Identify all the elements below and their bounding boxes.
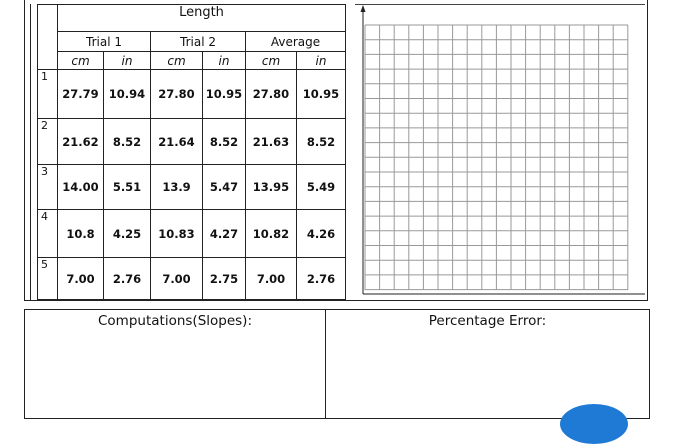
graph-grid [355, 4, 645, 295]
length-value: 5.47 [202, 164, 246, 210]
unit-header: in [103, 51, 151, 70]
length-value: 7.00 [150, 257, 203, 300]
unit-header: in [202, 51, 246, 70]
length-value: 4.25 [103, 209, 151, 258]
trial-header: Trial 2 [150, 31, 246, 52]
computations-box: Computations(Slopes): [24, 309, 326, 419]
table-row: 4 10.8 4.25 10.83 4.27 10.82 4.26 [37, 209, 346, 258]
table-row: 1 27.79 10.94 27.80 10.95 27.80 10.95 [37, 69, 346, 119]
length-value: 27.80 [245, 69, 297, 119]
length-value: 10.82 [245, 209, 297, 258]
unit-header: in [296, 51, 346, 70]
row-number: 3 [37, 164, 58, 210]
length-value: 4.27 [202, 209, 246, 258]
length-value: 10.83 [150, 209, 203, 258]
row-number: 1 [37, 69, 58, 119]
length-value: 5.49 [296, 164, 346, 210]
length-value: 10.94 [103, 69, 151, 119]
length-value: 10.95 [202, 69, 246, 119]
length-value: 8.52 [103, 118, 151, 165]
length-value: 13.9 [150, 164, 203, 210]
corner-cell [37, 4, 58, 70]
row-number: 4 [37, 209, 58, 258]
floating-button[interactable] [560, 404, 628, 444]
length-value: 14.00 [57, 164, 104, 210]
unit-header: cm [245, 51, 297, 70]
percentage-error-box: Percentage Error: [325, 309, 650, 419]
table-row: 5 7.00 2.76 7.00 2.75 7.00 2.76 [37, 257, 346, 300]
table-row: 2 21.62 8.52 21.64 8.52 21.63 8.52 [37, 118, 346, 165]
length-value: 4.26 [296, 209, 346, 258]
border-line [30, 4, 31, 300]
unit-header: cm [57, 51, 104, 70]
table-row: 3 14.00 5.51 13.9 5.47 13.95 5.49 [37, 164, 346, 210]
length-value: 2.76 [296, 257, 346, 300]
table-header: Length [57, 4, 346, 32]
percentage-error-label: Percentage Error: [428, 313, 547, 329]
length-value: 21.63 [245, 118, 297, 165]
computations-label: Computations(Slopes): [98, 313, 252, 329]
length-value: 8.52 [296, 118, 346, 165]
length-value: 21.64 [150, 118, 203, 165]
row-number: 5 [37, 257, 58, 300]
length-value: 7.00 [57, 257, 104, 300]
length-table: Length Trial 1 Trial 2 Average cm in cm in cm i… [37, 4, 346, 300]
length-value: 13.95 [245, 164, 297, 210]
unit-header: cm [150, 51, 203, 70]
length-value: 27.80 [150, 69, 203, 119]
length-value: 5.51 [103, 164, 151, 210]
length-value: 2.76 [103, 257, 151, 300]
length-value: 7.00 [245, 257, 297, 300]
trial-header: Average [245, 31, 346, 52]
worksheet-frame [24, 0, 648, 301]
trial-header: Trial 1 [57, 31, 151, 52]
page: {"table": {"header": "Length", "trials":… [24, 0, 650, 444]
length-value: 21.62 [57, 118, 104, 165]
row-number: 2 [37, 118, 58, 165]
length-value: 2.75 [202, 257, 246, 300]
length-value: 10.95 [296, 69, 346, 119]
length-value: 10.8 [57, 209, 104, 258]
length-value: 27.79 [57, 69, 104, 119]
length-value: 8.52 [202, 118, 246, 165]
